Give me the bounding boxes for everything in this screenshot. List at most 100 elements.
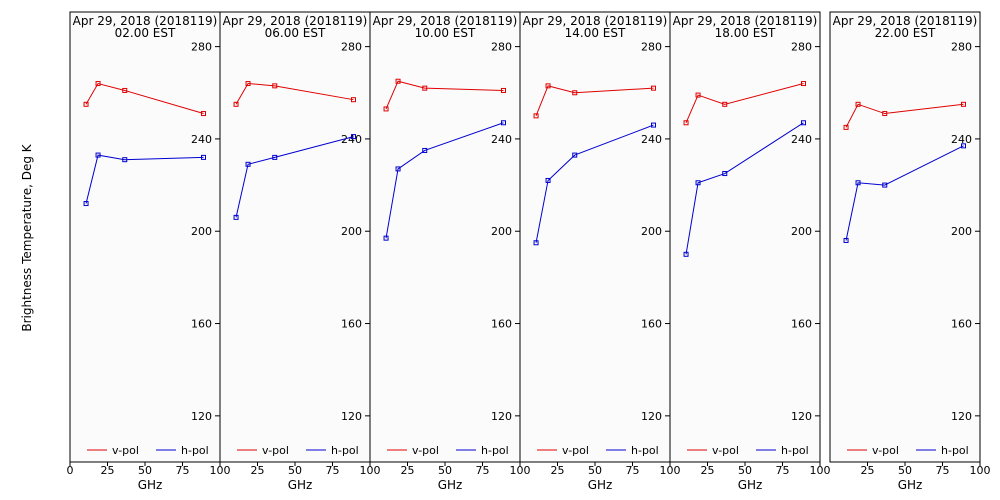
x-tick-label: 75 bbox=[176, 464, 190, 477]
y-tick-label: 240 bbox=[341, 133, 362, 146]
y-tick-label: 240 bbox=[641, 133, 662, 146]
x-tick-label: 50 bbox=[138, 464, 152, 477]
h-pol-line bbox=[685, 122, 804, 255]
legend-label-h-pol: h-pol bbox=[331, 444, 359, 457]
h-pol-point bbox=[422, 147, 428, 153]
y-tick-label: 240 bbox=[191, 133, 212, 146]
v-pol-point bbox=[533, 113, 539, 119]
x-tick-label: 0 bbox=[67, 464, 74, 477]
x-tick-label: 100 bbox=[810, 464, 831, 477]
h-pol-point bbox=[695, 180, 701, 186]
x-tick-label: 25 bbox=[861, 464, 875, 477]
y-tick-label: 240 bbox=[951, 133, 972, 146]
h-pol-point bbox=[545, 177, 551, 183]
panel-2: Apr 29, 2018 (2018119)06.00 EST 120 160 200… bbox=[219, 11, 381, 492]
h-pol-point bbox=[843, 237, 849, 243]
y-tick-label: 280 bbox=[791, 41, 812, 54]
y-tick-label: 120 bbox=[491, 410, 512, 423]
v-pol-line bbox=[535, 85, 654, 117]
legend-label-h-pol: h-pol bbox=[481, 444, 509, 457]
x-tick-label: 50 bbox=[898, 464, 912, 477]
v-pol-point bbox=[83, 101, 89, 107]
panel-frame bbox=[829, 11, 981, 463]
y-tick-label: 120 bbox=[341, 410, 362, 423]
legend-label-h-pol: h-pol bbox=[941, 444, 969, 457]
h-pol-point bbox=[351, 134, 356, 140]
h-pol-point bbox=[801, 120, 806, 126]
x-tick-label: 75 bbox=[476, 464, 490, 477]
legend-label-v-pol: v-pol bbox=[412, 444, 439, 457]
x-tick-label: 50 bbox=[738, 464, 752, 477]
x-tick-label: 100 bbox=[510, 464, 531, 477]
y-tick-label: 280 bbox=[341, 41, 362, 54]
x-tick-label: 25 bbox=[101, 464, 115, 477]
panel-title-date: Apr 29, 2018 (2018119) bbox=[73, 14, 218, 28]
x-tick-label: 75 bbox=[776, 464, 790, 477]
panel-5: Apr 29, 2018 (2018119)18.00 EST 120 160 200… bbox=[669, 11, 831, 492]
x-axis-label: GHz bbox=[288, 478, 313, 492]
v-pol-point bbox=[882, 111, 888, 117]
v-pol-point bbox=[122, 87, 128, 93]
v-pol-point bbox=[855, 101, 861, 107]
y-tick-label: 120 bbox=[951, 410, 972, 423]
panel-frame bbox=[369, 11, 521, 463]
x-axis-label: GHz bbox=[898, 478, 923, 492]
v-pol-point bbox=[572, 90, 578, 96]
h-pol-point bbox=[233, 214, 239, 220]
panel-title-date: Apr 29, 2018 (2018119) bbox=[373, 14, 518, 28]
y-tick-label: 120 bbox=[641, 410, 662, 423]
v-pol-point bbox=[695, 92, 701, 98]
v-pol-point bbox=[422, 85, 428, 91]
h-pol-point bbox=[245, 161, 251, 167]
h-pol-point bbox=[122, 157, 128, 163]
h-pol-point bbox=[201, 154, 206, 160]
legend-label-h-pol: h-pol bbox=[181, 444, 209, 457]
panel-title-time: 10.00 EST bbox=[415, 26, 476, 40]
panel-title-time: 18.00 EST bbox=[715, 26, 776, 40]
v-pol-point bbox=[722, 101, 728, 107]
h-pol-point bbox=[533, 240, 539, 246]
panel-title-time: 22.00 EST bbox=[875, 26, 936, 40]
x-tick-label: 25 bbox=[251, 464, 265, 477]
y-tick-label: 240 bbox=[491, 133, 512, 146]
h-pol-point bbox=[83, 201, 89, 207]
v-pol-point bbox=[501, 87, 506, 93]
legend-label-v-pol: v-pol bbox=[872, 444, 899, 457]
panel-frame bbox=[219, 11, 371, 463]
y-tick-label: 120 bbox=[791, 410, 812, 423]
h-pol-point bbox=[395, 166, 401, 172]
y-tick-label: 280 bbox=[951, 41, 972, 54]
y-tick-label: 200 bbox=[641, 225, 662, 238]
h-pol-point bbox=[855, 180, 861, 186]
v-pol-point bbox=[272, 83, 278, 89]
h-pol-point bbox=[651, 122, 656, 128]
x-axis-label: GHz bbox=[438, 478, 463, 492]
x-tick-label: 50 bbox=[288, 464, 302, 477]
x-tick-label: 75 bbox=[326, 464, 340, 477]
h-pol-point bbox=[272, 154, 278, 160]
v-pol-line bbox=[235, 83, 354, 105]
y-tick-label: 200 bbox=[791, 225, 812, 238]
x-tick-label: 75 bbox=[626, 464, 640, 477]
panel-title-date: Apr 29, 2018 (2018119) bbox=[223, 14, 368, 28]
h-pol-point bbox=[722, 171, 728, 177]
y-tick-label: 240 bbox=[791, 133, 812, 146]
x-tick-label: 100 bbox=[970, 464, 991, 477]
panel-3: Apr 29, 2018 (2018119)10.00 EST 120 160 200… bbox=[369, 11, 531, 492]
y-tick-label: 200 bbox=[491, 225, 512, 238]
legend-label-v-pol: v-pol bbox=[112, 444, 139, 457]
y-tick-label: 200 bbox=[341, 225, 362, 238]
legend-label-v-pol: v-pol bbox=[712, 444, 739, 457]
y-tick-label: 280 bbox=[191, 41, 212, 54]
v-pol-point bbox=[545, 83, 551, 89]
panel-title-time: 02.00 EST bbox=[115, 26, 176, 40]
h-pol-line bbox=[845, 145, 964, 241]
y-tick-label: 160 bbox=[491, 318, 512, 331]
h-pol-point bbox=[882, 182, 888, 188]
h-pol-line bbox=[235, 136, 354, 218]
x-tick-label: 25 bbox=[401, 464, 415, 477]
y-tick-label: 280 bbox=[641, 41, 662, 54]
y-axis-label: Brightness Temperature, Deg K bbox=[20, 143, 34, 331]
v-pol-point bbox=[683, 120, 689, 126]
y-tick-label: 160 bbox=[341, 318, 362, 331]
